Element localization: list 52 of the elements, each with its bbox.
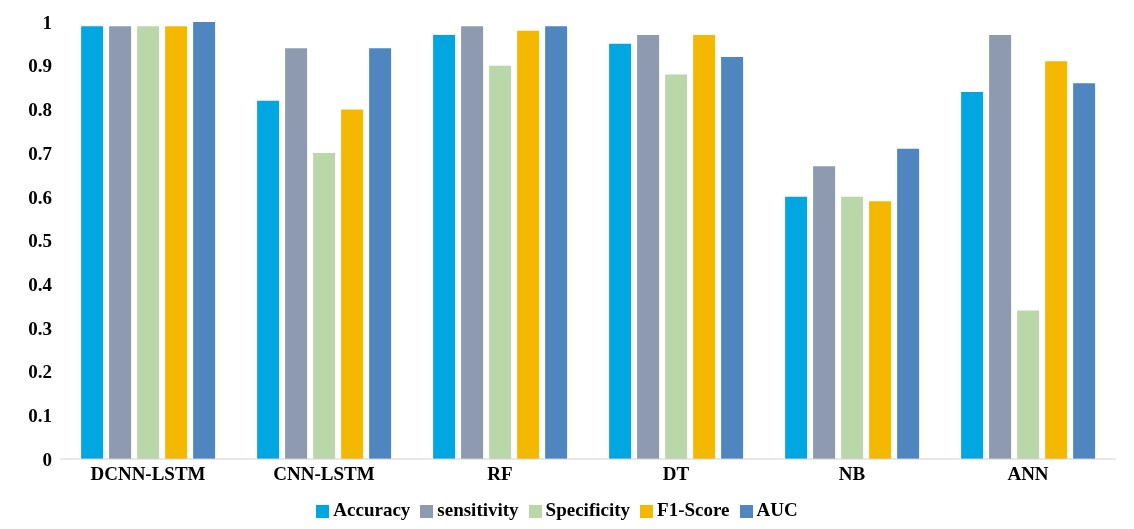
y-tick-label: 0.2	[28, 361, 52, 383]
bar	[433, 35, 456, 459]
legend-label: Specificity	[545, 499, 631, 520]
bar	[989, 35, 1012, 459]
x-tick-label: CNN-LSTM	[273, 463, 375, 485]
bar	[841, 196, 864, 459]
legend-label: F1-Score	[657, 499, 730, 520]
bar	[489, 65, 512, 459]
x-tick-label: DT	[662, 463, 690, 485]
bar	[285, 48, 308, 459]
bar	[341, 109, 364, 459]
bar	[785, 196, 808, 459]
y-tick-label: 0.5	[28, 230, 52, 252]
x-tick-label: NB	[838, 463, 866, 485]
x-tick-label: DCNN-LSTM	[90, 463, 206, 485]
legend-label: sensitivity	[437, 499, 519, 520]
x-tick-label: ANN	[1007, 463, 1049, 485]
y-tick-label: 0.7	[28, 142, 53, 164]
bar	[721, 56, 744, 459]
bar	[313, 153, 336, 459]
y-tick-label: 0.3	[28, 317, 52, 339]
y-tick-label: 0.8	[28, 99, 52, 121]
bar	[81, 26, 104, 459]
bar	[1045, 61, 1068, 459]
bar	[637, 35, 660, 459]
bar	[165, 26, 188, 459]
y-tick-label: 0.6	[28, 186, 52, 208]
y-tick-label: 0.4	[28, 273, 53, 295]
y-tick-label: 1	[42, 11, 52, 33]
bar	[961, 91, 984, 459]
bar	[109, 26, 132, 459]
bar	[369, 48, 392, 459]
bar	[897, 148, 920, 459]
bar	[1017, 310, 1040, 459]
legend-label: AUC	[756, 499, 798, 520]
bar	[693, 35, 716, 459]
bar	[517, 30, 540, 459]
y-tick-label: 0	[42, 448, 52, 470]
x-tick-label: RF	[487, 463, 513, 485]
bar	[813, 166, 836, 459]
bar	[137, 26, 160, 459]
y-tick-label: 0.1	[28, 405, 52, 427]
bar	[461, 26, 484, 459]
y-tick-label: 0.9	[28, 55, 52, 77]
bar	[609, 43, 632, 459]
legend-label: Accuracy	[333, 499, 411, 520]
bar	[545, 26, 568, 459]
bar	[869, 201, 892, 459]
bar	[193, 22, 216, 459]
bar	[665, 74, 688, 459]
bar	[1073, 83, 1096, 459]
bar	[257, 100, 280, 459]
